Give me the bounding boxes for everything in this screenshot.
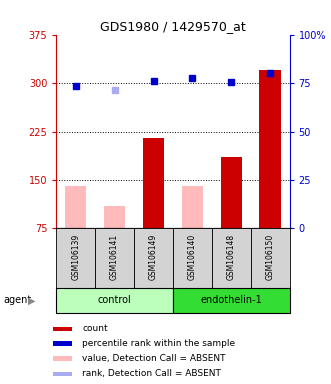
Bar	[53, 356, 72, 361]
Text: GSM106150: GSM106150	[266, 234, 275, 280]
Text: value, Detection Call = ABSENT: value, Detection Call = ABSENT	[82, 354, 226, 363]
Text: control: control	[98, 295, 131, 306]
Title: GDS1980 / 1429570_at: GDS1980 / 1429570_at	[100, 20, 246, 33]
Bar	[104, 206, 125, 228]
Text: GSM106139: GSM106139	[71, 234, 80, 280]
Bar	[134, 228, 173, 288]
Bar	[95, 228, 134, 288]
Text: GSM106148: GSM106148	[227, 234, 236, 280]
Bar	[53, 326, 72, 331]
Bar	[143, 138, 164, 228]
Text: ▶: ▶	[28, 295, 36, 306]
Text: percentile rank within the sample: percentile rank within the sample	[82, 339, 235, 348]
Bar	[251, 228, 290, 288]
Bar	[212, 228, 251, 288]
Bar	[65, 187, 86, 228]
Bar	[53, 372, 72, 376]
Text: count: count	[82, 324, 108, 333]
Text: GSM106149: GSM106149	[149, 234, 158, 280]
Text: GSM106140: GSM106140	[188, 234, 197, 280]
Text: GSM106141: GSM106141	[110, 234, 119, 280]
Bar	[173, 288, 290, 313]
Text: rank, Detection Call = ABSENT: rank, Detection Call = ABSENT	[82, 369, 221, 378]
Text: agent: agent	[3, 295, 31, 306]
Bar	[56, 288, 173, 313]
Bar	[53, 341, 72, 346]
Bar	[56, 228, 95, 288]
Bar	[220, 157, 242, 228]
Bar	[173, 228, 212, 288]
Bar	[182, 187, 203, 228]
Bar	[260, 70, 281, 228]
Text: endothelin-1: endothelin-1	[200, 295, 262, 306]
